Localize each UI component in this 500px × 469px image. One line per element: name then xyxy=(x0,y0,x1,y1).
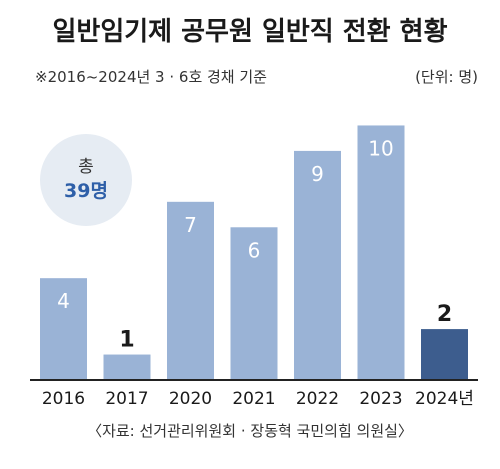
bar-2016 xyxy=(40,278,87,380)
source-note: 〈자료: 선거관리위원회 · 장동혁 국민의힘 의원실〉 xyxy=(87,422,413,440)
bar-value-label: 7 xyxy=(184,213,197,237)
total-value: 39명 xyxy=(64,180,108,202)
bar-2022 xyxy=(294,150,341,380)
bar-value-label: 10 xyxy=(368,136,393,160)
x-tick-label: 2017 xyxy=(105,389,148,409)
x-tick-label: 2016 xyxy=(42,389,85,409)
bar-value-label: 4 xyxy=(57,289,70,313)
bar-2023 xyxy=(357,125,405,380)
bar-value-label: 1 xyxy=(119,328,134,353)
x-ticks: 2016 2017 2020 2021 2022 2023 2024년 xyxy=(42,389,474,409)
bar-2024년 xyxy=(421,329,468,380)
bar-2017 xyxy=(103,354,151,380)
total-circle xyxy=(40,134,132,226)
x-tick-label: 2022 xyxy=(296,389,339,409)
chart-subtitle: ※2016~2024년 3 · 6호 경채 기준 xyxy=(35,68,267,86)
chart-title: 일반임기제 공무원 일반직 전환 현황 xyxy=(52,17,447,47)
bar-2020 xyxy=(167,201,214,380)
bar-2021 xyxy=(230,227,278,380)
x-tick-label: 2023 xyxy=(359,389,402,409)
total-badge: 총 39명 xyxy=(40,134,132,226)
x-tick-label: 2021 xyxy=(232,389,275,409)
x-tick-label: 2024년 xyxy=(415,389,474,409)
bar-value-label: 6 xyxy=(248,238,261,262)
x-tick-label: 2020 xyxy=(169,389,212,409)
unit-label: (단위: 명) xyxy=(415,68,478,86)
total-label: 총 xyxy=(78,157,94,177)
bars: 4 1 7 6 9 10 2 xyxy=(40,125,468,380)
bar-value-label: 9 xyxy=(311,162,324,186)
bar-value-label: 2 xyxy=(437,302,452,327)
